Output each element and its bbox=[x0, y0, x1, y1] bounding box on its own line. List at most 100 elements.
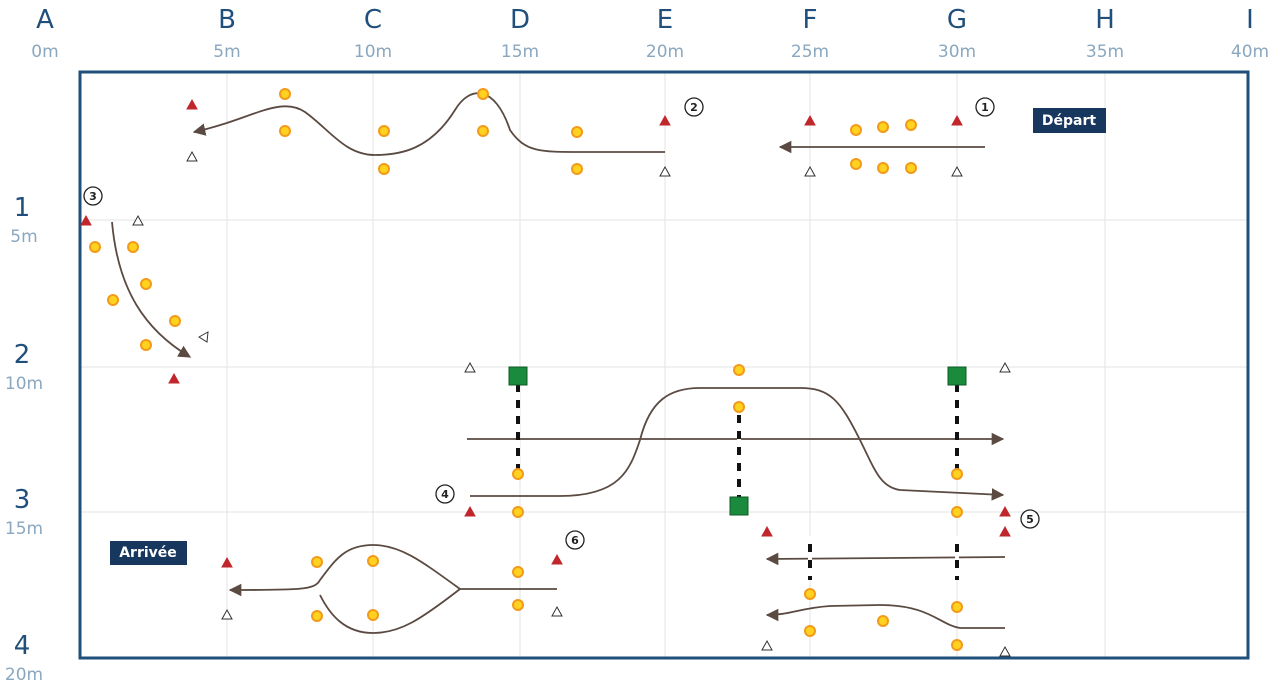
cone bbox=[905, 119, 917, 131]
red-marker bbox=[168, 372, 180, 384]
cone bbox=[850, 158, 862, 170]
cone bbox=[378, 125, 390, 137]
white-marker bbox=[999, 645, 1011, 657]
column-letter: B bbox=[218, 5, 236, 35]
row-distance: 15m bbox=[5, 519, 43, 539]
cone bbox=[512, 599, 524, 611]
white-marker bbox=[659, 165, 671, 177]
column-distance: 15m bbox=[501, 42, 539, 62]
cone bbox=[367, 555, 379, 567]
red-marker bbox=[464, 505, 476, 517]
column-letter: E bbox=[657, 5, 673, 35]
finish-box bbox=[110, 541, 187, 565]
marker-circle bbox=[684, 97, 704, 117]
white-marker bbox=[198, 331, 209, 343]
marker-number: 1 bbox=[981, 101, 989, 114]
cone bbox=[850, 124, 862, 136]
cone bbox=[905, 162, 917, 174]
cone bbox=[951, 506, 963, 518]
cone bbox=[571, 163, 583, 175]
white-marker bbox=[761, 639, 773, 651]
row-number: 4 bbox=[14, 631, 31, 661]
row-distance: 20m bbox=[5, 665, 43, 685]
cone bbox=[804, 625, 816, 637]
cone bbox=[127, 241, 139, 253]
white-marker bbox=[804, 165, 816, 177]
row-distance: 5m bbox=[10, 227, 37, 247]
red-marker bbox=[761, 525, 773, 537]
marker-circle bbox=[1020, 509, 1040, 529]
white-marker bbox=[551, 605, 563, 617]
obstacles bbox=[80, 88, 1011, 657]
column-distance: 20m bbox=[646, 42, 684, 62]
red-marker bbox=[551, 553, 563, 565]
cone bbox=[279, 125, 291, 137]
cone bbox=[367, 609, 379, 621]
red-marker bbox=[186, 98, 198, 110]
row-number: 3 bbox=[14, 485, 31, 515]
cone bbox=[477, 88, 489, 100]
cone bbox=[512, 566, 524, 578]
cone bbox=[169, 315, 181, 327]
row-distance: 10m bbox=[5, 374, 43, 394]
green-block bbox=[508, 366, 528, 386]
column-distance: 35m bbox=[1086, 42, 1124, 62]
white-marker bbox=[951, 165, 963, 177]
cone bbox=[89, 241, 101, 253]
column-letter: D bbox=[510, 5, 530, 35]
cone bbox=[951, 639, 963, 651]
paths bbox=[111, 92, 1006, 634]
grid bbox=[80, 72, 1248, 658]
cone bbox=[140, 278, 152, 290]
cone bbox=[877, 615, 889, 627]
column-letter: F bbox=[803, 5, 818, 35]
column-letter: H bbox=[1095, 5, 1115, 35]
white-marker bbox=[221, 608, 233, 620]
cone bbox=[571, 126, 583, 138]
cone bbox=[107, 294, 119, 306]
column-distance: 5m bbox=[213, 42, 240, 62]
white-marker bbox=[186, 150, 198, 162]
marker-number: 3 bbox=[89, 190, 97, 203]
marker-circle bbox=[975, 97, 995, 117]
cone bbox=[512, 506, 524, 518]
red-marker bbox=[659, 114, 671, 126]
marker-circle bbox=[83, 186, 103, 206]
cone bbox=[951, 468, 963, 480]
cone bbox=[877, 162, 889, 174]
cone bbox=[311, 610, 323, 622]
green-block bbox=[729, 496, 749, 516]
marker-number: 5 bbox=[1026, 513, 1034, 526]
column-distance: 10m bbox=[354, 42, 392, 62]
marker-circle bbox=[565, 530, 585, 550]
cone bbox=[279, 88, 291, 100]
marker-number: 6 bbox=[571, 534, 579, 547]
red-marker bbox=[80, 214, 92, 226]
red-marker bbox=[999, 525, 1011, 537]
marker-circle bbox=[435, 484, 455, 504]
row-number: 2 bbox=[14, 340, 31, 370]
cone bbox=[804, 588, 816, 600]
column-letter: C bbox=[364, 5, 382, 35]
field-border bbox=[78, 70, 1250, 660]
column-letter: G bbox=[947, 5, 967, 35]
column-distance: 40m bbox=[1231, 42, 1269, 62]
cone bbox=[877, 121, 889, 133]
column-distance: 25m bbox=[791, 42, 829, 62]
cone bbox=[378, 163, 390, 175]
red-marker bbox=[951, 114, 963, 126]
cone bbox=[951, 601, 963, 613]
white-marker bbox=[464, 361, 476, 373]
white-marker bbox=[999, 361, 1011, 373]
red-marker bbox=[221, 556, 233, 568]
cone bbox=[311, 556, 323, 568]
cone bbox=[140, 339, 152, 351]
column-distance: 0m bbox=[31, 42, 58, 62]
start-box bbox=[1033, 108, 1106, 133]
row-number: 1 bbox=[14, 193, 31, 223]
column-distance: 30m bbox=[938, 42, 976, 62]
finish-label: Arrivée bbox=[119, 545, 177, 561]
marker-number: 2 bbox=[690, 101, 698, 114]
green-block bbox=[947, 366, 967, 386]
